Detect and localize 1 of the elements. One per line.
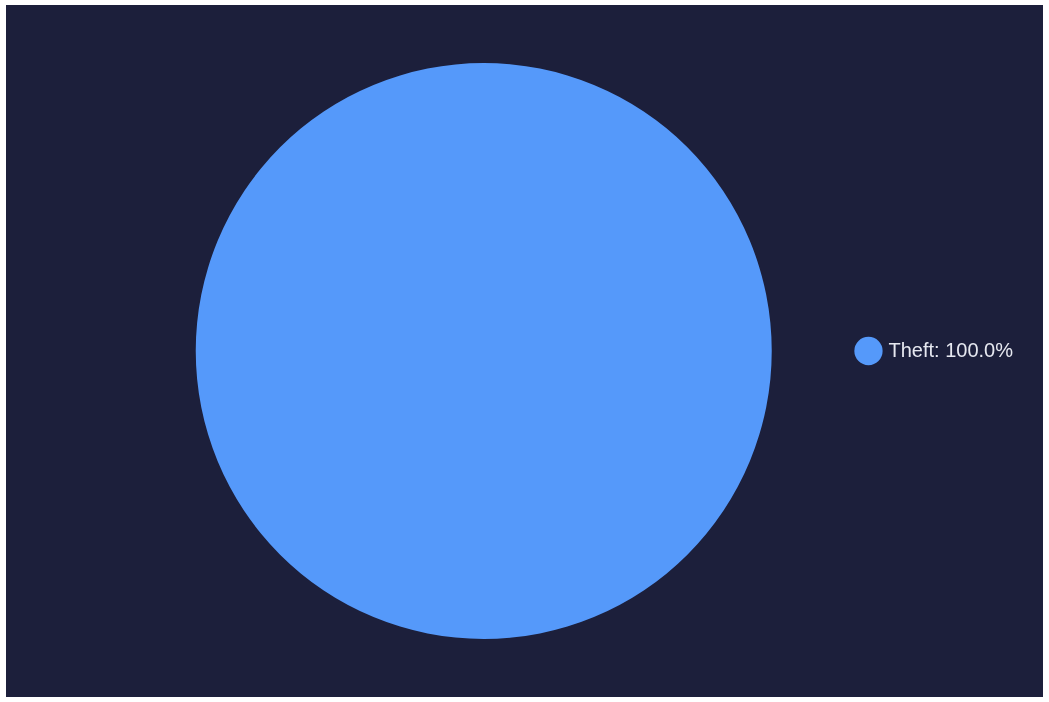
legend-label: Theft: 100.0% (888, 338, 1014, 361)
